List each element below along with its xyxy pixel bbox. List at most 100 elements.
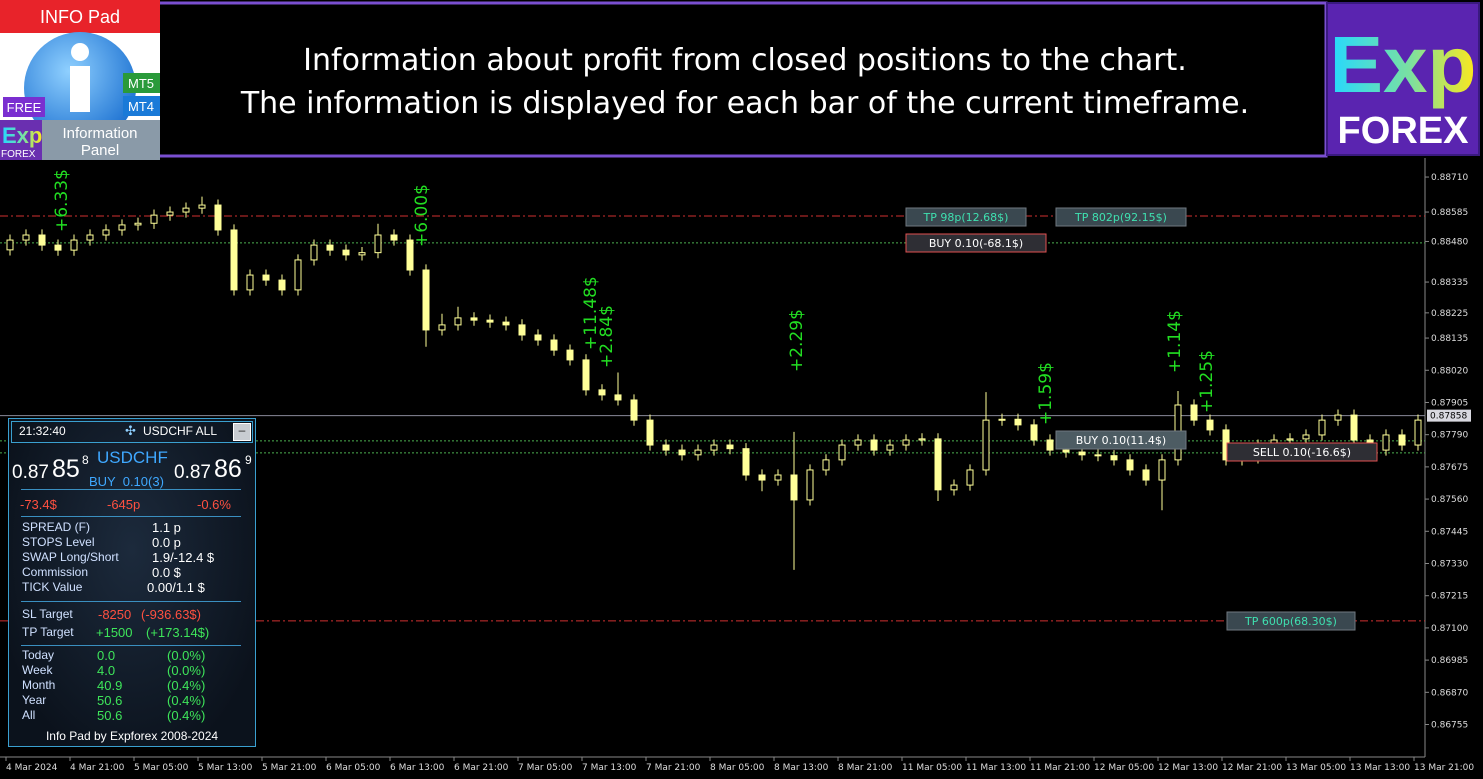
candle-body [1142,469,1150,481]
bid-fraction: 8 [82,453,89,467]
target-label: SL Target [22,607,73,621]
candle-body [790,474,798,501]
candle-body [118,224,126,231]
stat-label: Year [22,693,47,707]
profit-label: +1.14$ [1165,310,1185,373]
profit-label: +1.25$ [1197,350,1217,413]
banner-title: Information about profit from closed pos… [303,43,1187,78]
candle-body [390,234,398,241]
ask-big: 0.87 [174,462,211,483]
candle-body [326,244,334,251]
candle-body [1094,454,1102,457]
candle-body [22,234,30,241]
mt5-badge [123,73,160,93]
separator [21,645,241,646]
candle-body [646,419,654,446]
candle-body [374,234,382,254]
x-tick-label: 11 Mar 21:00 [1030,763,1090,773]
panel-name: Panel [81,142,119,159]
stat-percent: (0.0%) [167,648,206,663]
order-label: SELL 0.10(-16.6$) [1253,446,1351,459]
x-tick-label: 12 Mar 21:00 [1222,763,1282,773]
candle-body [806,469,814,501]
order-label-box [1055,430,1187,450]
stat-value: 0.0 [97,648,116,663]
candle-body [1014,418,1022,426]
x-tick-label: 8 Mar 13:00 [774,763,829,773]
y-tick-label: 0.87790 [1431,431,1468,441]
x-tick-label: 11 Mar 05:00 [902,763,962,773]
info-label: SWAP Long/Short [22,550,119,564]
y-tick-label: 0.87330 [1431,559,1468,569]
candle-body [438,324,446,331]
panel-position: BUY 0.10(3) [89,474,164,489]
move-icon: ✣ [125,423,136,438]
x-tick-label: 8 Mar 21:00 [838,763,893,773]
candle-body [726,444,734,450]
panel-header [11,421,253,443]
candle-body [1334,414,1342,421]
separator [21,489,241,490]
candle-body [1046,439,1054,451]
x-tick-label: 12 Mar 13:00 [1158,763,1218,773]
candle-body [822,459,830,471]
candle-body [662,444,670,451]
profit-percent: -0.6% [197,497,231,512]
brand-forex: FOREX [1338,110,1470,152]
y-tick-label: 0.87560 [1431,495,1468,505]
free-text: FREE [7,100,42,115]
minimize-button[interactable]: – [233,423,251,441]
candle-body [198,204,206,209]
y-tick-label: 0.87905 [1431,398,1468,408]
y-tick-label: 0.87215 [1431,592,1468,602]
candle-body [150,214,158,224]
y-tick-label: 0.88335 [1431,278,1468,288]
stat-percent: (0.0%) [167,663,206,678]
candle-body [214,204,222,231]
info-value: 1.1 p [152,520,181,535]
candle-body [230,229,238,291]
x-tick-label: 4 Mar 2024 [6,763,58,773]
info-value: 0.0 p [152,535,181,550]
candle-body [1126,459,1134,471]
candle-body [1030,424,1038,441]
panel-time: 21:32:40 [19,424,66,438]
separator [21,601,241,602]
y-tick-label: 0.88020 [1431,366,1468,376]
small-brand-bg [0,120,42,160]
candle-body [614,394,622,401]
candle-body [870,439,878,451]
profit-label: +11.48$ [581,276,601,350]
x-tick-label: 7 Mar 13:00 [582,763,637,773]
x-tick-label: 13 Mar 13:00 [1350,763,1410,773]
stat-label: All [22,708,36,722]
x-tick-label: 8 Mar 05:00 [710,763,765,773]
candle-body [1302,434,1310,440]
candle-body [566,349,574,361]
order-label: BUY 0.10(11.4$) [1076,434,1166,447]
candle-body [838,444,846,461]
candle-body [998,418,1006,421]
profit-label: +2.84$ [597,305,617,368]
candle-body [678,449,686,456]
profit-points: -645p [107,497,141,512]
logo-i-stem [70,66,90,112]
x-tick-label: 4 Mar 21:00 [70,763,125,773]
stat-label: Week [22,663,53,677]
candle-body [358,252,366,256]
candle-body [630,399,638,421]
candle-body [966,469,974,486]
info-value: 0.0 $ [152,565,181,580]
x-tick-label: 6 Mar 21:00 [454,763,509,773]
candle-body [470,317,478,321]
ask-fraction: 9 [245,453,252,467]
y-tick-label: 0.87445 [1431,527,1468,537]
candle-body [518,324,526,336]
candle-body [1078,451,1086,456]
bid-big: 0.87 [12,462,49,483]
x-tick-label: 7 Mar 21:00 [646,763,701,773]
target-label: TP Target [22,625,74,639]
candle-body [1318,419,1326,436]
